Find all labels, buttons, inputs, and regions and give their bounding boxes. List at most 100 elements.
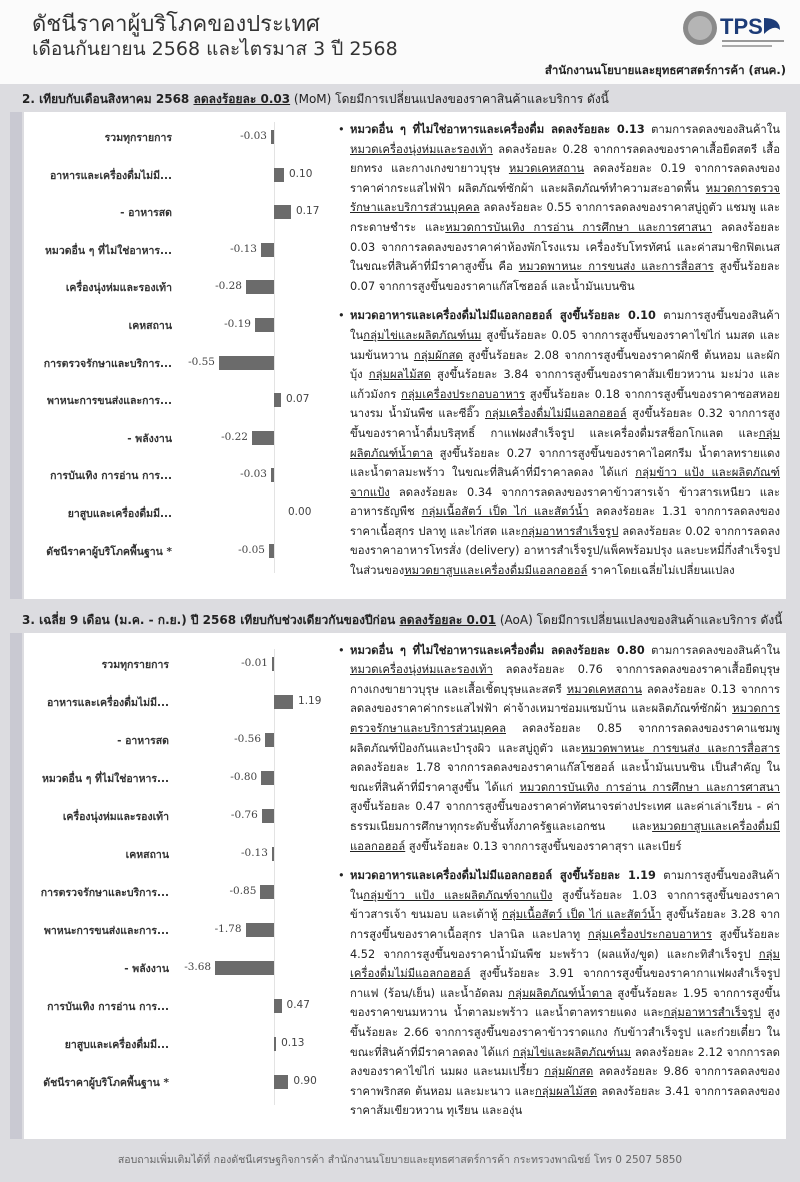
bar	[274, 393, 281, 408]
category-label: ยาสูบและเครื่องดื่มมี...	[64, 1038, 169, 1051]
category-link-text: กลุ่มผักสด	[413, 348, 463, 362]
category-label: ยาสูบและเครื่องดื่มมี...	[67, 508, 172, 520]
section-2-panel: รวมทุกรายการ -0.03 อาหารและเครื่องดื่มไม่ม…	[24, 112, 786, 599]
value-label: 0.00	[288, 506, 312, 518]
category-link-text: หมวดเครื่องนุ่งห่มและรองเท้า	[350, 142, 493, 156]
value-label: -0.22	[221, 430, 248, 443]
bullet-heading: หมวดอื่น ๆ ที่ไม่ใช่อาหารและเครื่องดื่ม …	[350, 123, 645, 136]
category-label: ดัชนีราคาผู้บริโภคพื้นฐาน *	[43, 1076, 169, 1089]
value-label: -0.13	[240, 846, 268, 859]
value-label: 0.13	[281, 1036, 305, 1049]
bullet-text: สูงขึ้นร้อยละ 3.84 จากการสูงขึ้นของราคาส…	[350, 368, 780, 401]
bullet-text: ลดลงร้อยละ 0.76 จากการลดลงของราคาเสื้อยื…	[350, 663, 780, 696]
category-label: รวมทุกรายการ	[104, 132, 172, 144]
value-label: -1.78	[214, 922, 242, 935]
agency-name: สำนักงานนโยบายและยุทธศาสตร์การค้า (สนค.)	[544, 63, 786, 77]
bar	[260, 884, 274, 899]
bullet-text: สูงขึ้นร้อยละ 2.66 จากการสูงขึ้นของราคาข…	[350, 1006, 780, 1059]
bar	[265, 732, 274, 747]
aoa-bullet: หมวดอื่น ๆ ที่ไม่ใช่อาหารและเครื่องดื่ม …	[336, 641, 780, 857]
bullet-text: สูงขึ้นร้อยละ 0.27 จากการสูงขึ้นของราคาไ…	[350, 446, 780, 480]
category-label: เคหสถาน	[128, 320, 172, 332]
bullet-text: ลดลงร้อยละ 1.31 จากการลดลงของราคาเนื้อสุ…	[350, 505, 780, 538]
bar	[261, 242, 274, 257]
side-strip: รวมทุกรายการ -0.01 อาหารและเครื่องดื่มไม่ม…	[10, 632, 786, 1139]
bullet-text: สูงขึ้นร้อยละ 0.47 จากการสูงขึ้นของราคาค…	[350, 800, 780, 833]
category-link-text: กลุ่มผลไม้สด	[368, 368, 431, 382]
category-label: - อาหารสด	[120, 207, 172, 220]
category-label: เครื่องนุ่งห่มและรองเท้า	[65, 282, 172, 295]
category-link-text: หมวดพาหนะ การขนส่ง และการสื่อสาร	[518, 260, 714, 274]
category-label: - พลังงาน	[127, 432, 172, 445]
category-link-text: กลุ่มอาหารสำเร็จรูป	[521, 524, 619, 538]
category-link-text: กลุ่มผลิตภัณฑ์น้ำตาล	[508, 986, 613, 1000]
footer-contact: สอบถามเพิ่มเติมได้ที่ กองดัชนีเศรษฐกิจกา…	[117, 1153, 683, 1166]
bar	[255, 318, 274, 332]
value-label: -0.28	[215, 280, 242, 293]
bullet-text: ลดลงร้อยละ 0.85 จากการลดลงของราคาแชมพู ผ…	[350, 722, 780, 755]
bullet-text: ราคาโดยเฉลี่ยไม่เปลี่ยนแปลง	[587, 564, 735, 578]
bullet-heading: หมวดอาหารและเครื่องดื่มไม่มีแอลกอฮอล์ สู…	[350, 309, 656, 323]
bar	[271, 130, 274, 144]
value-label: 0.10	[289, 167, 313, 180]
category-link-text: กลุ่มเครื่องดื่มไม่มีแอลกอฮอล์	[350, 947, 780, 981]
bar	[269, 543, 274, 558]
value-label: -0.56	[234, 732, 262, 745]
mom-bar-chart: รวมทุกรายการ -0.03 อาหารและเครื่องดื่มไม่ม…	[24, 112, 329, 599]
bar	[274, 167, 284, 182]
section-2-highlight: ลดลงร้อยละ 0.03	[193, 92, 291, 106]
value-label: -0.55	[188, 355, 215, 368]
bar	[245, 922, 274, 937]
section-2-suffix: (MoM) โดยมีการเปลี่ยนแปลงของราคาสินค้าแล…	[290, 92, 609, 106]
value-label: -0.19	[224, 318, 251, 330]
bar	[274, 1036, 277, 1051]
bar	[274, 1074, 289, 1089]
value-label: 0.90	[293, 1074, 317, 1087]
value-label: -0.80	[230, 770, 258, 783]
category-label: พาหนะการขนส่งและการ...	[46, 395, 172, 408]
category-link-text: กลุ่มไข่และผลิตภัณฑ์นม	[512, 1045, 632, 1059]
value-label: -0.76	[230, 808, 258, 821]
category-link-text: หมวดเครื่องนุ่งห่มและรองเท้า	[350, 663, 493, 677]
svg-text:TPS: TPS	[720, 14, 763, 39]
category-link-text: หมวดเคหสถาน	[508, 162, 585, 176]
zero-axis	[274, 648, 275, 1105]
bar	[219, 355, 274, 370]
category-link-text: กลุ่มไข่และผลิตภัณฑ์นม	[363, 328, 482, 342]
category-label: อาหารและเครื่องดื่มไม่มี...	[49, 169, 172, 182]
value-label: -0.01	[241, 656, 268, 669]
bullet-text: สูงขึ้นร้อยละ 4.52 จากการสูงขึ้นของราคาน…	[350, 927, 780, 961]
bullet-text: ตามการลดลงของสินค้าใน	[644, 123, 781, 136]
value-label: 0.47	[286, 998, 310, 1011]
bullet-text: สูงขึ้นร้อยละ 3.91 จากการสูงขึ้นของราคาก…	[350, 967, 780, 1000]
value-label: 0.17	[296, 205, 320, 218]
value-label: -3.68	[184, 960, 212, 973]
category-link-text: หมวดการบันเทิง การอ่าน การศึกษา และการศา…	[445, 220, 713, 234]
bullet-text: สูงขึ้นร้อยละ 0.13 จากการสูงขึ้นของราคาส…	[405, 839, 682, 853]
category-link-text: หมวดพาหนะ การขนส่ง และการสื่อสาร	[581, 741, 780, 755]
category-label: การบันเทิง การอ่าน การ...	[47, 1000, 169, 1013]
bar	[261, 770, 274, 785]
category-label: การตรวจรักษาและบริการ...	[43, 357, 172, 370]
category-label: หมวดอื่น ๆ ที่ไม่ใช่อาหาร...	[45, 244, 172, 257]
bullet-heading: หมวดอาหารและเครื่องดื่มไม่มีแอลกอฮอล์ สู…	[350, 869, 656, 883]
category-link-text: หมวดการตรวจรักษาและบริการส่วนบุคคล	[350, 702, 780, 736]
value-label: -0.05	[238, 543, 265, 556]
bullet-text: ลดลงร้อยละ 3.41 จากการลดลงของราคาส้มเขีย…	[350, 1084, 780, 1118]
bar	[271, 846, 274, 861]
bar	[274, 205, 291, 220]
section-2-text: หมวดอื่น ๆ ที่ไม่ใช่อาหารและเครื่องดื่ม …	[336, 120, 780, 581]
bar	[271, 468, 274, 483]
value-label: -0.03	[240, 130, 267, 142]
section-3-text: หมวดอื่น ๆ ที่ไม่ใช่อาหารและเครื่องดื่ม …	[336, 641, 780, 1121]
side-strip: รวมทุกรายการ -0.03 อาหารและเครื่องดื่มไม่ม…	[10, 112, 786, 599]
category-label: อาหารและเครื่องดื่มไม่มี...	[46, 696, 169, 709]
bar	[261, 808, 274, 823]
category-link-text: หมวดการบันเทิง การอ่าน การศึกษา และการศา…	[519, 780, 781, 794]
bullet-text: ลดลงร้อยละ 0.28 จากการลดลงของราคาเสื้อยื…	[350, 142, 780, 176]
section-2-prefix: 2. เทียบกับเดือนสิงหาคม 2568	[22, 92, 194, 106]
section-3-heading: 3. เฉลี่ย 9 เดือน (ม.ค. - ก.ย.) ปี 2568 …	[18, 609, 788, 631]
bar	[272, 656, 274, 671]
section-3-suffix: (AoA) โดยมีการเปลี่ยนแปลงของสินค้าและบริ…	[496, 612, 783, 627]
tpso-logo: TPS	[683, 11, 784, 47]
